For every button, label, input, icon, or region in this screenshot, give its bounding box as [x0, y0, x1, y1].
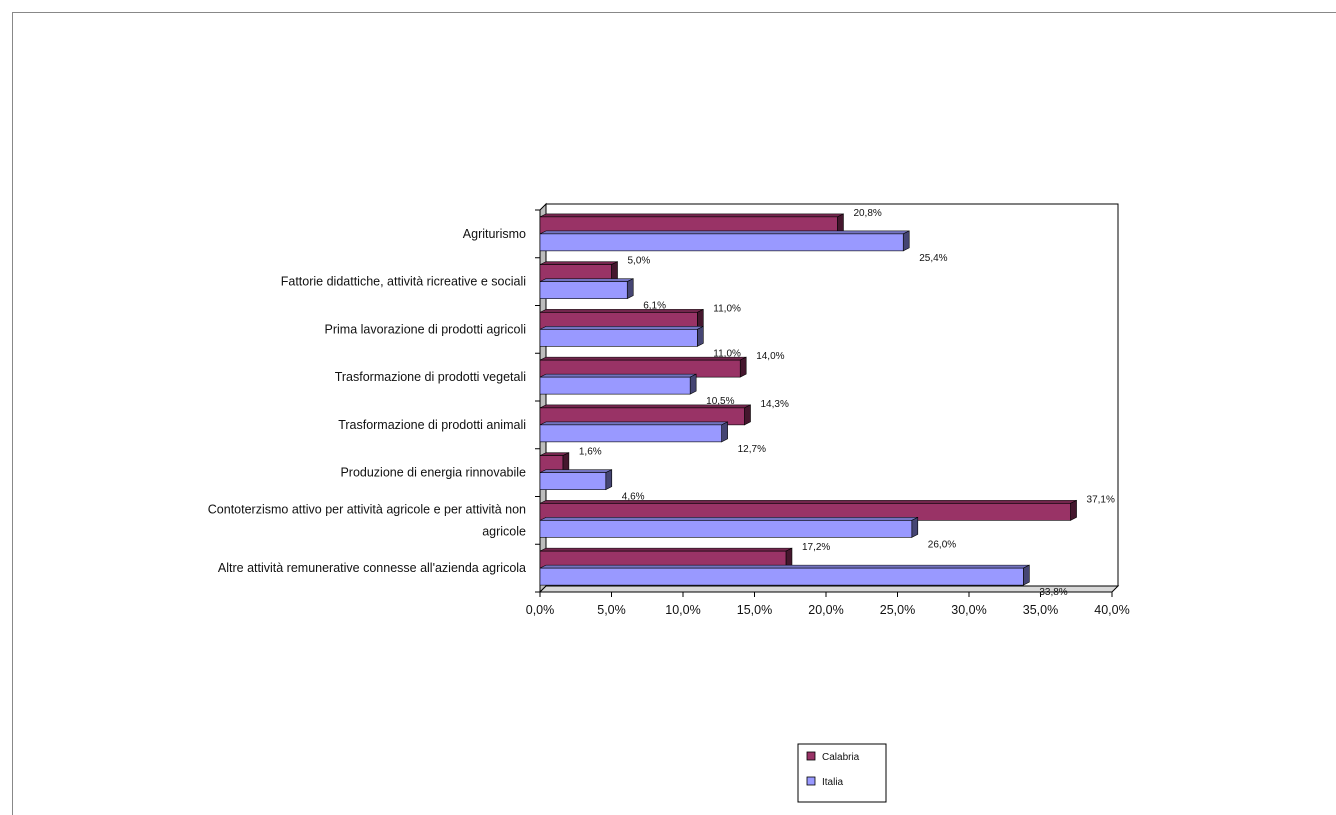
bar-top-face — [539, 564, 1030, 569]
bar-front-face — [539, 329, 698, 347]
bar-top-face — [539, 278, 634, 282]
bar-calabria — [539, 261, 618, 283]
bar-top-face — [539, 373, 697, 378]
x-tick-label: 10,0% — [665, 603, 700, 617]
x-tick-label: 30,0% — [951, 603, 986, 617]
bar-top-face — [539, 230, 910, 235]
bar-top-face — [539, 547, 793, 552]
bar-side-face — [902, 230, 910, 252]
bar-italia — [539, 564, 1030, 586]
bar-side-face — [1070, 499, 1077, 521]
legend-label-italia: Italia — [822, 777, 844, 788]
bar-top-face — [539, 421, 728, 426]
bar-side-face — [605, 469, 613, 491]
data-label: 17,2% — [802, 542, 830, 553]
x-tick-label: 15,0% — [737, 603, 772, 617]
category-label: Trasformazione di prodotti vegetali — [335, 370, 526, 384]
legend-swatch-italia — [806, 776, 816, 786]
data-label: 14,0% — [756, 351, 784, 362]
data-label: 14,3% — [760, 399, 788, 410]
x-tick-label: 25,0% — [880, 603, 915, 617]
bar-calabria — [539, 213, 844, 235]
data-label: 37,1% — [1087, 494, 1115, 505]
bar-calabria — [539, 404, 751, 426]
bar-calabria — [539, 308, 704, 330]
x-tick-label: 35,0% — [1023, 603, 1058, 617]
bar-italia — [539, 516, 919, 538]
bar-side-face — [696, 325, 704, 347]
data-label: 11,0% — [713, 348, 741, 359]
legend-label-calabria: Calabria — [822, 752, 860, 763]
category-label: agricole — [482, 524, 526, 538]
data-label: 11,0% — [713, 303, 741, 314]
bar-top-face — [539, 213, 844, 218]
data-label: 1,6% — [579, 447, 602, 458]
bar-top-face — [539, 500, 1077, 504]
legend: Calabria Italia — [797, 743, 887, 803]
data-label: 20,8% — [853, 208, 881, 219]
bar-italia — [539, 278, 634, 300]
data-label: 25,4% — [919, 253, 947, 264]
x-tick-label: 0,0% — [526, 603, 555, 617]
bar-top-face — [539, 517, 918, 521]
bar-front-face — [539, 472, 607, 490]
bar-top-face — [539, 469, 612, 473]
bar-side-face — [911, 516, 919, 538]
category-label: Fattorie didattiche, attività ricreative… — [281, 275, 526, 289]
bar-top-face — [539, 261, 618, 265]
category-label: Altre attività remunerative connesse all… — [218, 561, 526, 575]
bar-top-face — [539, 309, 704, 313]
category-label: Trasformazione di prodotti animali — [338, 418, 526, 432]
data-label: 26,0% — [928, 539, 956, 550]
floor — [538, 585, 1120, 593]
bar-side-face — [1023, 564, 1030, 586]
bar-front-face — [539, 233, 904, 252]
bar-side-face — [626, 278, 634, 300]
category-label: Prima lavorazione di prodotti agricoli — [325, 322, 526, 336]
bar-side-face — [744, 404, 751, 426]
bar-calabria — [539, 547, 793, 569]
bar-front-face — [539, 520, 913, 538]
bar-top-face — [539, 404, 751, 409]
category-label: Produzione di energia rinnovabile — [340, 466, 526, 480]
bar-side-face — [721, 421, 728, 443]
bar-front-face — [539, 567, 1024, 586]
bar-top-face — [539, 326, 704, 330]
x-tick-label: 5,0% — [597, 603, 626, 617]
data-label: 5,0% — [628, 256, 651, 267]
bar-italia — [539, 421, 728, 443]
legend-swatch-calabria — [806, 751, 816, 761]
bar-italia — [539, 373, 697, 395]
bar-top-face — [539, 356, 747, 361]
bar-side-face — [689, 373, 697, 395]
bar-front-face — [539, 281, 628, 299]
bar-italia — [539, 230, 910, 252]
x-tick-label: 20,0% — [808, 603, 843, 617]
data-label: 4,6% — [622, 492, 645, 503]
chart-frame — [12, 12, 1336, 815]
data-label: 10,5% — [706, 396, 734, 407]
x-tick-label: 40,0% — [1094, 603, 1129, 617]
bar-front-face — [539, 424, 722, 443]
bar-calabria — [539, 499, 1077, 521]
category-label: Agriturismo — [463, 227, 526, 241]
bar-calabria — [539, 452, 570, 474]
bar-italia — [539, 469, 613, 491]
bar-side-face — [739, 356, 747, 378]
bar-front-face — [539, 376, 691, 395]
data-label: 6,1% — [643, 301, 666, 312]
bar-italia — [539, 325, 704, 347]
data-label: 12,7% — [738, 444, 766, 455]
data-label: 33,8% — [1039, 587, 1067, 598]
category-label: Contoterzismo attivo per attività agrico… — [208, 502, 526, 516]
